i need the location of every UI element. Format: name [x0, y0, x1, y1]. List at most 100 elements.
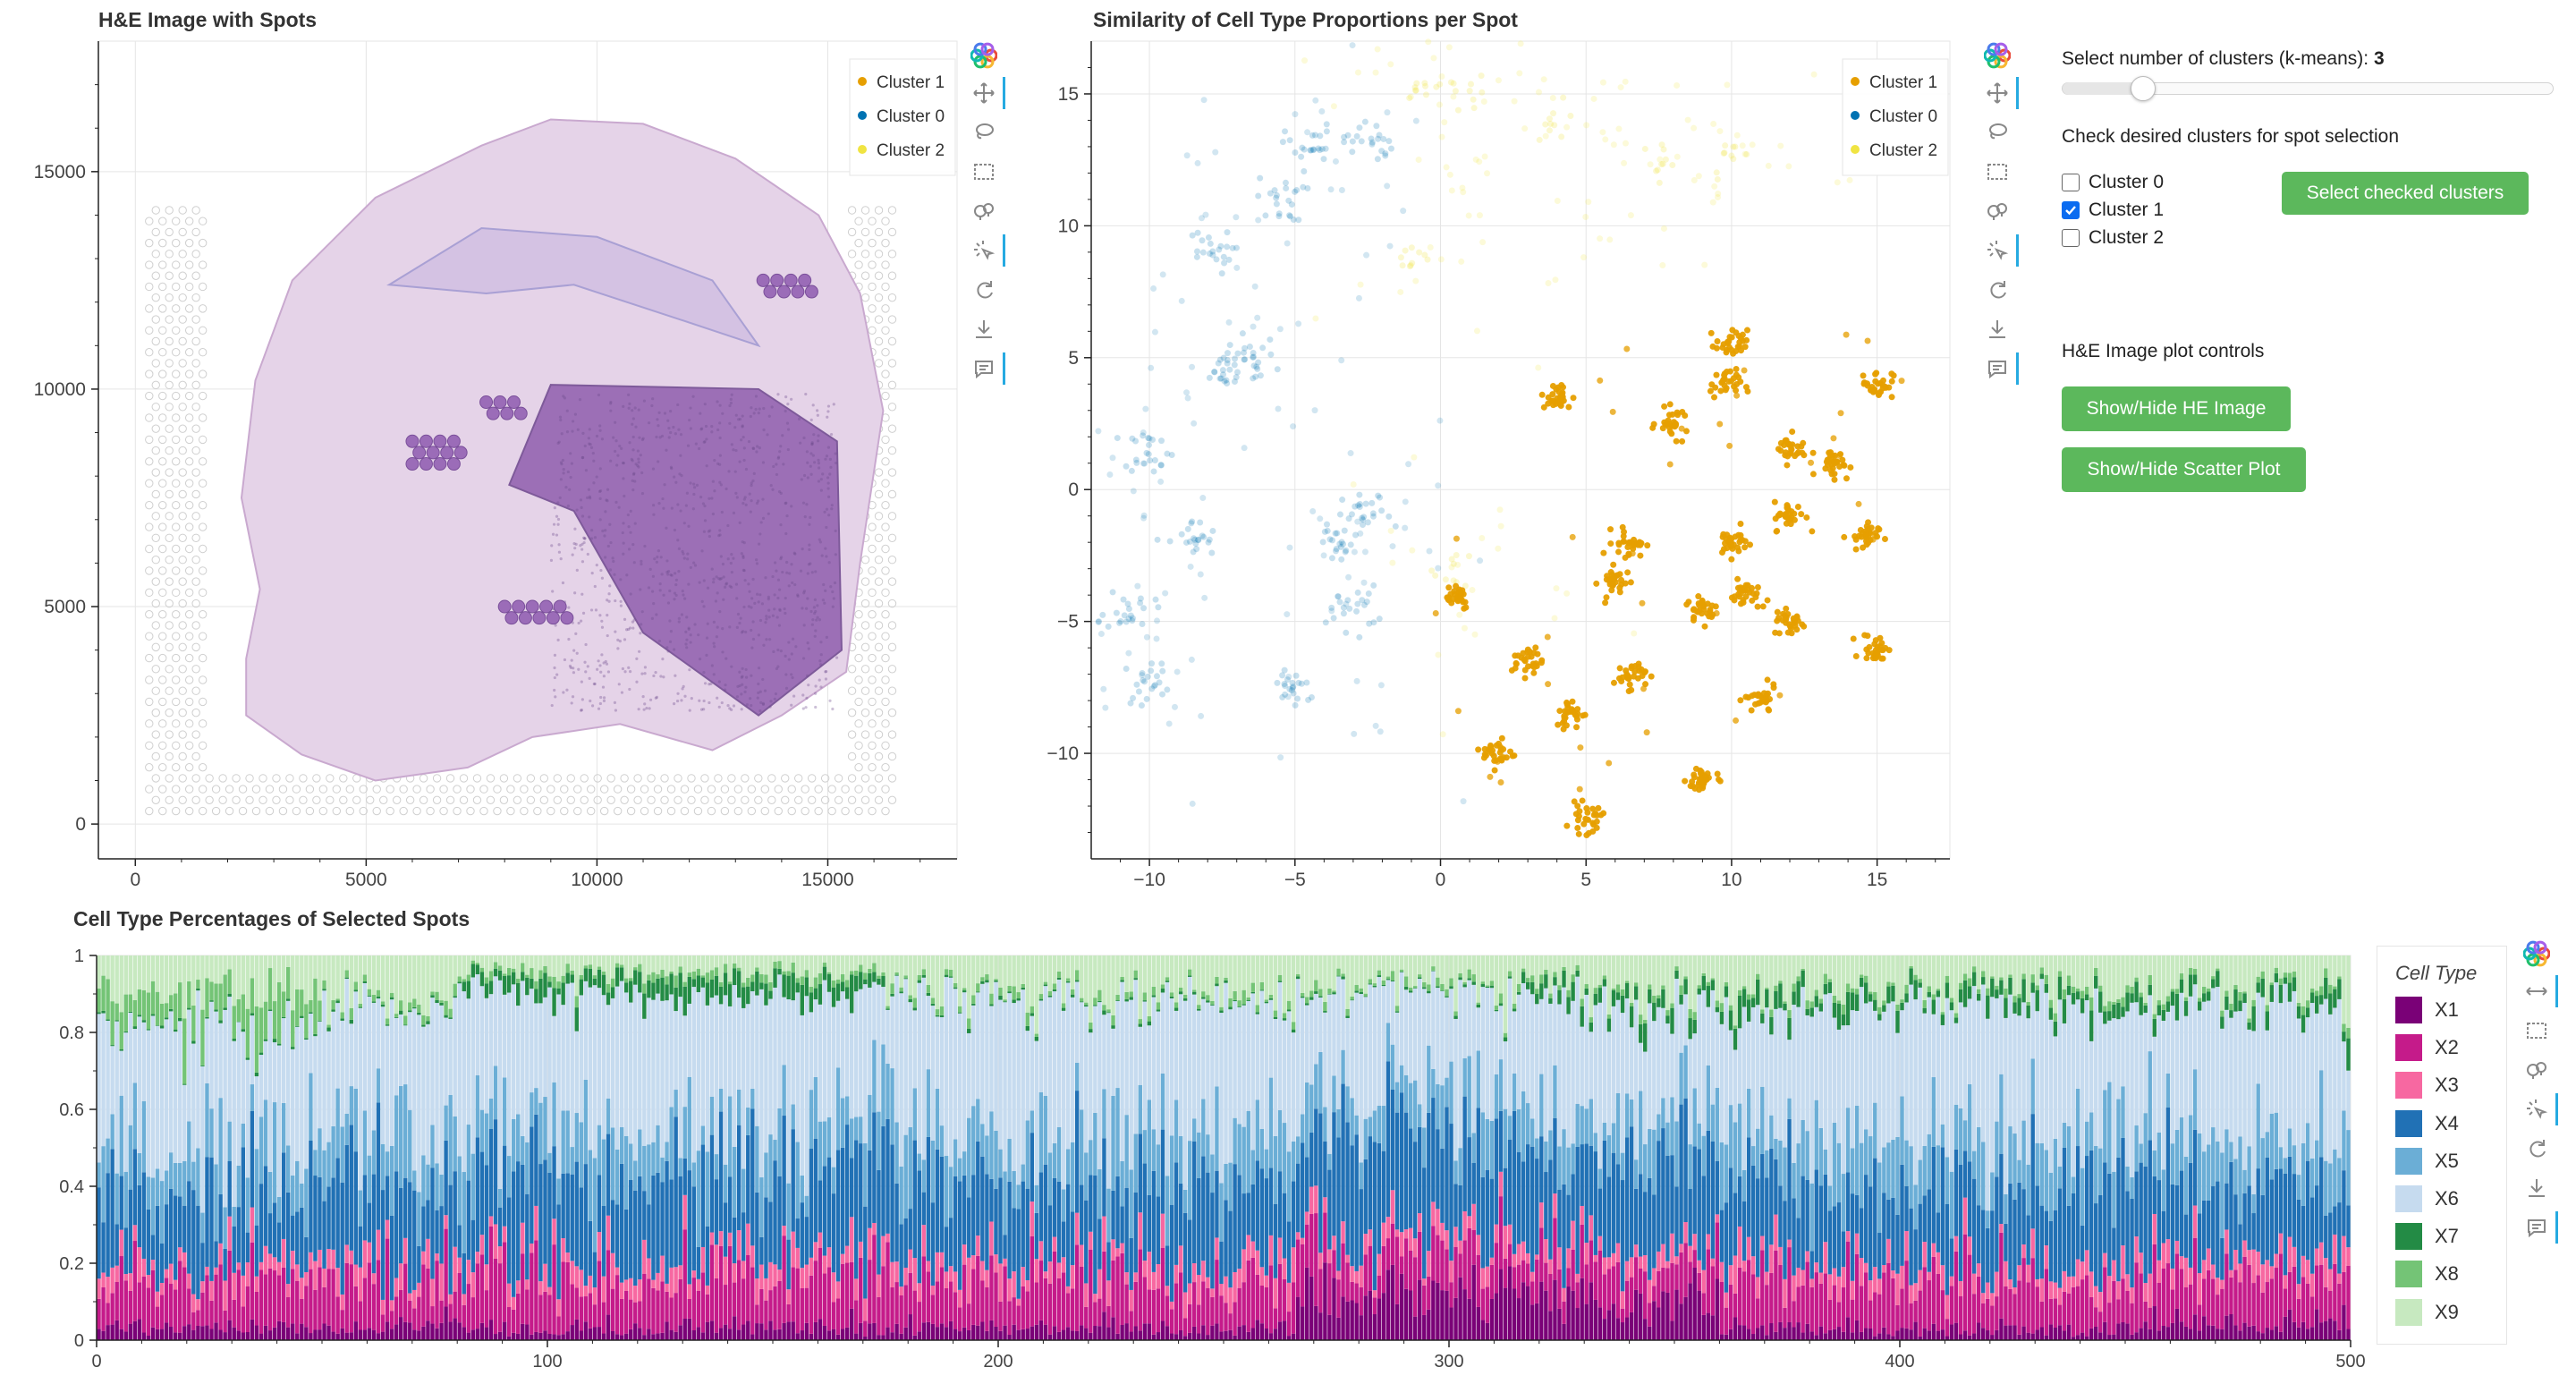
- reset-icon[interactable]: [1981, 272, 2013, 308]
- scatter-point: [1348, 511, 1355, 518]
- bar-segment-x4: [1106, 1242, 1111, 1281]
- cluster-checkbox-1[interactable]: Cluster 1: [2062, 200, 2164, 221]
- wheel-zoom-icon[interactable]: [1981, 193, 2013, 229]
- cluster-checkbox-0[interactable]: Cluster 0: [2062, 172, 2164, 193]
- scatter-point: [1438, 72, 1445, 80]
- bar-segment-x4: [353, 1151, 359, 1265]
- bar-segment-x9: [714, 955, 719, 968]
- bar-segment-x9: [642, 955, 647, 984]
- scatter-legend-label[interactable]: Cluster 1: [1869, 73, 1937, 92]
- cluster-checkbox-2[interactable]: Cluster 2: [2062, 227, 2164, 249]
- tap-select-icon[interactable]: [1981, 233, 2019, 268]
- bar-segment-x3: [777, 1269, 782, 1281]
- select-checked-clusters-button[interactable]: Select checked clusters: [2282, 172, 2529, 215]
- scatter-legend-label[interactable]: Cluster 0: [1869, 107, 1937, 126]
- bar-segment-x5: [1277, 1109, 1283, 1172]
- bar-segment-x9: [1255, 955, 1260, 1006]
- scatter-point: [1250, 353, 1257, 361]
- reset-icon[interactable]: [968, 272, 1000, 308]
- scatter-point: [1255, 359, 1262, 366]
- bar-segment-x3: [421, 1251, 426, 1265]
- bar-segment-x4: [1255, 1160, 1260, 1251]
- bar-segment-x7: [1277, 981, 1283, 982]
- bar-segment-x5: [1034, 1184, 1039, 1213]
- scatter-point: [1189, 363, 1196, 370]
- bar-segment-x4: [1458, 1184, 1462, 1241]
- checkbox-checked-icon[interactable]: [2062, 201, 2080, 219]
- cluster-checkbox-label[interactable]: Cluster 2: [2089, 227, 2165, 248]
- checkbox-unchecked-icon[interactable]: [2062, 229, 2080, 247]
- save-icon[interactable]: [1981, 311, 2013, 347]
- scatter-legend-marker[interactable]: [1851, 145, 1860, 154]
- he-legend-label[interactable]: Cluster 0: [877, 107, 945, 126]
- bar-segment-x5: [1539, 1074, 1544, 1137]
- hover-tooltip-icon[interactable]: [968, 351, 1005, 386]
- scatter-point: [1301, 57, 1309, 64]
- cluster-checkbox-label[interactable]: Cluster 1: [2089, 200, 2165, 220]
- bar-segment-x6: [714, 995, 719, 1155]
- scatter-legend-marker[interactable]: [1851, 77, 1860, 86]
- lasso-select-icon[interactable]: [1981, 115, 2013, 150]
- bar-segment-x8: [1264, 999, 1269, 1002]
- box-select-icon[interactable]: [968, 154, 1000, 190]
- bar-segment-x9: [1792, 955, 1796, 984]
- hover-tooltip-icon[interactable]: [1981, 351, 2019, 386]
- he-legend-label[interactable]: Cluster 1: [877, 73, 945, 92]
- bar-segment-x7: [1309, 997, 1314, 1000]
- bar-segment-x3: [1047, 1261, 1053, 1284]
- cluster-slider-track[interactable]: [2062, 82, 2554, 95]
- scatter-legend-label[interactable]: Cluster 2: [1869, 141, 1937, 160]
- bar-segment-x6: [1255, 1014, 1260, 1100]
- pan-tool-icon[interactable]: [968, 75, 1005, 111]
- bokeh-logo-icon[interactable]: [968, 38, 1000, 73]
- save-icon[interactable]: [968, 311, 1000, 347]
- pan-tool-icon[interactable]: [1981, 75, 2019, 111]
- bar-segment-x1: [1043, 1324, 1048, 1340]
- toggle-scatter-plot-button[interactable]: Show/Hide Scatter Plot: [2062, 447, 2306, 492]
- bar-segment-x1: [1359, 1315, 1363, 1340]
- bar-segment-x6: [1741, 1006, 1747, 1170]
- bar-segment-x8: [1277, 974, 1283, 981]
- box-select-icon[interactable]: [1981, 154, 2013, 190]
- he-legend-label[interactable]: Cluster 2: [877, 141, 945, 160]
- he-legend-marker[interactable]: [858, 145, 867, 154]
- bar-segment-x6: [1178, 994, 1183, 1136]
- he-legend-marker[interactable]: [858, 77, 867, 86]
- bar-segment-x5: [1089, 1140, 1093, 1176]
- bar-segment-x8: [633, 967, 638, 971]
- scatter-point: [1335, 593, 1342, 600]
- bar-segment-x5: [1151, 1129, 1157, 1171]
- lasso-select-icon[interactable]: [968, 115, 1000, 150]
- scatter-point: [1830, 435, 1837, 442]
- tap-select-icon[interactable]: [968, 233, 1005, 268]
- bar-segment-x3: [597, 1232, 602, 1261]
- bar-segment-x8: [1657, 995, 1661, 998]
- scatter-point: [1748, 707, 1755, 714]
- scatter-legend-marker[interactable]: [1851, 111, 1860, 120]
- bar-segment-x4: [1233, 1164, 1237, 1272]
- bar-segment-x1: [367, 1328, 372, 1340]
- cluster-checkbox-label[interactable]: Cluster 0: [2089, 172, 2165, 192]
- bar-segment-x1: [223, 1332, 227, 1340]
- bar-segment-x1: [128, 1323, 133, 1340]
- bar-segment-x3: [1408, 1227, 1413, 1251]
- bar-segment-x9: [962, 955, 967, 989]
- bar-segment-x3: [380, 1299, 386, 1315]
- bar-segment-x2: [619, 1298, 624, 1336]
- bar-segment-x5: [1012, 1171, 1016, 1209]
- he-legend-marker[interactable]: [858, 111, 867, 120]
- scatter-point: [1574, 817, 1581, 824]
- bar-segment-x5: [957, 1158, 962, 1182]
- toggle-he-image-button[interactable]: Show/Hide HE Image: [2062, 386, 2291, 431]
- bar-segment-x8: [570, 971, 574, 975]
- bar-segment-x5: [245, 1177, 250, 1233]
- cluster-slider-handle[interactable]: [2131, 76, 2156, 101]
- bar-segment-x5: [1309, 1084, 1314, 1133]
- wheel-zoom-icon[interactable]: [968, 193, 1000, 229]
- checkbox-unchecked-icon[interactable]: [2062, 174, 2080, 191]
- bokeh-logo-icon[interactable]: [1981, 38, 2013, 73]
- bar-segment-x2: [1539, 1227, 1544, 1282]
